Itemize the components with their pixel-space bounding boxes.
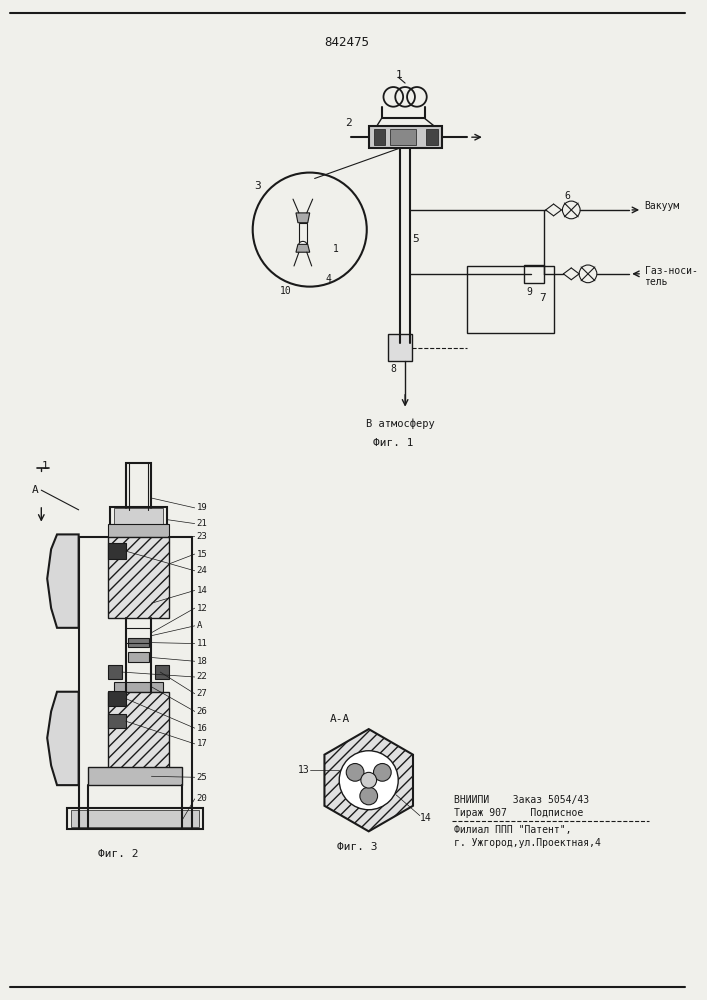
Bar (67, 808, 202, 829)
Text: 16: 16 (197, 724, 207, 733)
Text: 6: 6 (564, 191, 571, 201)
Circle shape (346, 764, 364, 781)
Text: ВНИИПИ    Заказ 5054/43: ВНИИПИ Заказ 5054/43 (455, 795, 590, 805)
Circle shape (360, 787, 378, 805)
Text: 14: 14 (197, 586, 207, 595)
Text: 1: 1 (333, 244, 339, 254)
Bar (426, 129, 438, 145)
Text: 24: 24 (197, 566, 207, 575)
Text: Фиг. 3: Фиг. 3 (337, 842, 377, 852)
Bar (128, 638, 149, 647)
Circle shape (373, 764, 391, 781)
Text: Тираж 907    Подписное: Тираж 907 Подписное (455, 808, 583, 818)
Text: 7: 7 (539, 293, 546, 303)
Bar (114, 508, 163, 524)
Polygon shape (108, 537, 169, 618)
Text: 15: 15 (197, 550, 207, 559)
Text: 842475: 842475 (325, 36, 370, 49)
Bar (108, 714, 126, 728)
Bar (156, 665, 169, 679)
Bar (126, 463, 151, 510)
Text: Вакуум: Вакуум (644, 201, 679, 211)
Text: тель: тель (645, 277, 669, 287)
Polygon shape (325, 729, 413, 831)
Text: 18: 18 (197, 657, 207, 666)
Text: 8: 8 (390, 364, 396, 374)
Text: 26: 26 (197, 707, 207, 716)
Bar (88, 767, 182, 785)
Bar (390, 129, 416, 145)
Polygon shape (47, 534, 78, 628)
Text: 13: 13 (298, 765, 310, 775)
Text: 9: 9 (526, 287, 532, 297)
Bar (108, 691, 126, 706)
Polygon shape (108, 692, 169, 770)
Text: 2: 2 (345, 118, 352, 128)
Text: 1: 1 (395, 70, 402, 80)
Text: Фиг. 1: Фиг. 1 (373, 438, 414, 448)
Text: Газ-носи-: Газ-носи- (645, 266, 698, 276)
Text: 19: 19 (197, 503, 207, 512)
Text: 17: 17 (197, 739, 207, 748)
Text: 12: 12 (197, 604, 207, 613)
Text: Филиал ППП "Патент",: Филиал ППП "Патент", (455, 825, 572, 835)
Bar (299, 223, 307, 244)
Bar (373, 129, 385, 145)
Circle shape (339, 751, 398, 810)
Bar (524, 265, 544, 283)
Text: 14: 14 (420, 813, 431, 823)
Text: 11: 11 (197, 639, 207, 648)
Bar (388, 334, 412, 361)
Bar (369, 126, 443, 148)
Bar (467, 266, 554, 333)
Polygon shape (296, 213, 310, 223)
Text: А: А (197, 621, 202, 630)
Text: г. Ужгород,ул.Проектная,4: г. Ужгород,ул.Проектная,4 (455, 838, 601, 848)
Text: 22: 22 (197, 672, 207, 681)
Text: 1: 1 (41, 461, 48, 471)
Text: 10: 10 (280, 286, 292, 296)
Bar (128, 652, 149, 662)
Polygon shape (296, 244, 310, 252)
Text: 25: 25 (197, 773, 207, 782)
Text: А: А (32, 485, 38, 495)
Circle shape (361, 772, 377, 788)
Text: 5: 5 (412, 234, 419, 244)
Text: А-А: А-А (329, 714, 350, 724)
Text: 20: 20 (197, 794, 207, 803)
Bar (108, 665, 122, 679)
Bar (108, 524, 169, 537)
Bar (108, 543, 126, 559)
Text: 27: 27 (197, 689, 207, 698)
Text: В атмосферу: В атмосферу (366, 418, 435, 429)
Text: 4: 4 (325, 274, 332, 284)
Ellipse shape (299, 241, 307, 247)
Text: Фиг. 2: Фиг. 2 (98, 849, 139, 859)
Bar (114, 682, 163, 692)
Text: 23: 23 (197, 532, 207, 541)
Bar (110, 507, 167, 525)
Polygon shape (47, 692, 78, 785)
Bar (71, 810, 199, 827)
Text: 21: 21 (197, 519, 207, 528)
Text: 3: 3 (255, 181, 262, 191)
